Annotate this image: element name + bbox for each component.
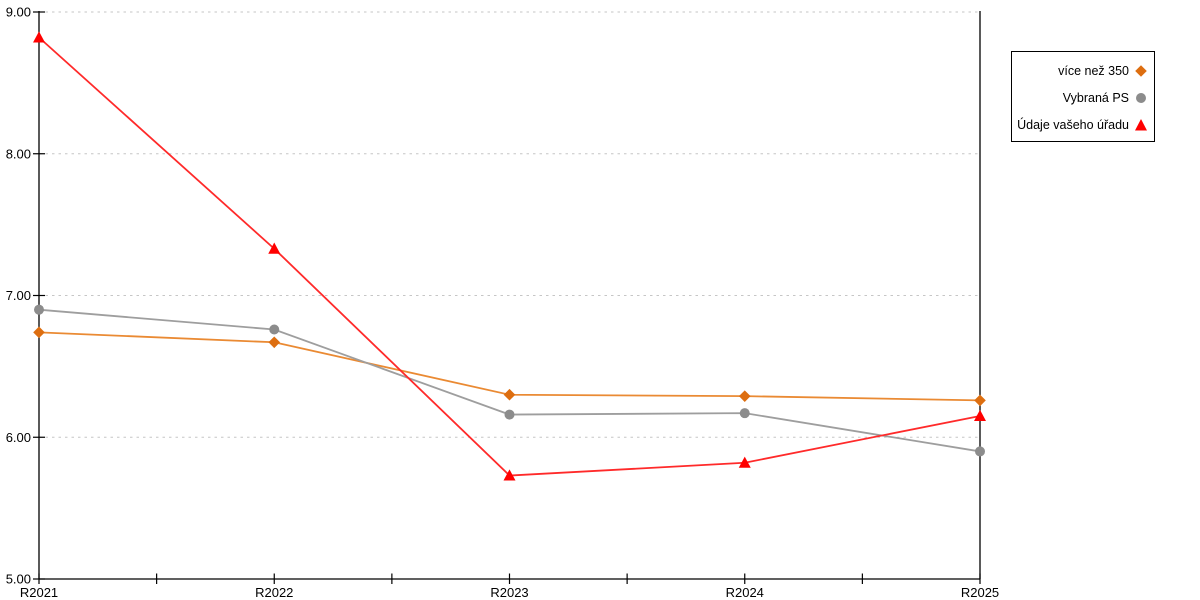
data-point-marker bbox=[738, 390, 751, 402]
data-point-marker bbox=[503, 469, 516, 481]
x-tick-label: R2025 bbox=[961, 585, 999, 600]
data-point-marker bbox=[268, 336, 281, 349]
data-point-marker bbox=[975, 446, 985, 457]
x-tick-label: R2023 bbox=[490, 585, 528, 600]
y-tick-label: 5.00 bbox=[6, 572, 31, 587]
legend-label: více než 350 bbox=[1058, 63, 1129, 78]
data-point-marker bbox=[738, 456, 751, 468]
circle-icon bbox=[1136, 92, 1146, 103]
data-point-marker bbox=[503, 388, 516, 401]
x-tick-label: R2021 bbox=[20, 585, 58, 600]
triangle-icon bbox=[1135, 118, 1147, 130]
legend-marker-shape bbox=[1136, 92, 1146, 103]
y-tick-label: 8.00 bbox=[6, 146, 31, 161]
series-line bbox=[38, 308, 981, 453]
data-point-marker bbox=[739, 408, 750, 419]
data-point-marker bbox=[268, 242, 281, 254]
legend-label: Údaje vašeho úřadu bbox=[1017, 117, 1129, 132]
data-point-marker bbox=[974, 394, 986, 407]
legend-marker-shape bbox=[1135, 118, 1147, 130]
data-point-marker bbox=[269, 324, 280, 335]
x-tick-label: R2022 bbox=[255, 585, 293, 600]
data-point-marker bbox=[34, 304, 44, 315]
y-tick-label: 6.00 bbox=[6, 430, 31, 445]
diamond-icon bbox=[1135, 64, 1147, 77]
data-point-marker bbox=[504, 409, 515, 420]
legend-item-vice-nez-350: více než 350 bbox=[1012, 57, 1154, 84]
legend: více než 350 Vybraná PS Údaje vašeho úřa… bbox=[1011, 51, 1155, 142]
legend-marker-shape bbox=[1135, 64, 1147, 77]
data-point-marker bbox=[33, 31, 45, 43]
x-tick-label: R2024 bbox=[726, 585, 764, 600]
y-tick-label: 7.00 bbox=[6, 288, 31, 303]
data-point-marker bbox=[974, 409, 986, 421]
legend-item-vybrana-ps: Vybraná PS bbox=[1012, 84, 1154, 111]
legend-label: Vybraná PS bbox=[1062, 90, 1129, 105]
legend-item-udaje-vaseho-uradu: Údaje vašeho úřadu bbox=[1012, 111, 1154, 138]
y-tick-label: 9.00 bbox=[6, 5, 31, 20]
data-point-marker bbox=[33, 326, 45, 339]
